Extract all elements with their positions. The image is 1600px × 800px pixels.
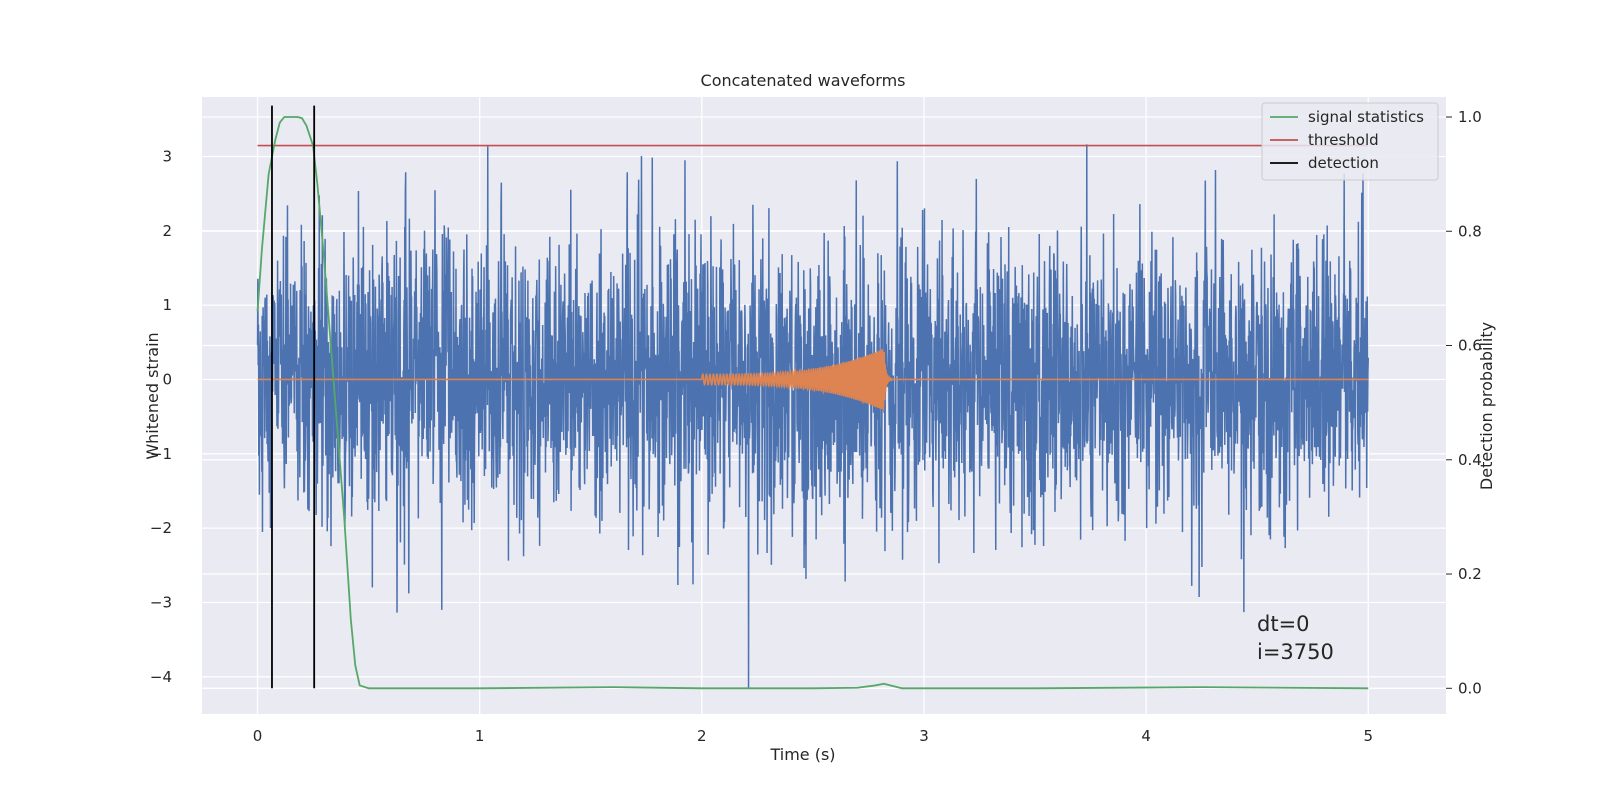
legend-box [1261,102,1439,181]
chart-title: Concatenated waveforms [701,71,906,90]
legend-label: detection [1308,154,1379,172]
x-tick-label: 1 [475,727,485,745]
y-tick-label: −1 [150,445,172,463]
y2-tick-label: 0.8 [1458,222,1482,240]
y2-tick-label: 0.0 [1458,679,1482,697]
y2-tick-label: 0.6 [1458,337,1482,355]
injected-signal-line [257,349,1369,411]
noise-strain-line [256,144,1369,688]
y2-tick-label: 1.0 [1458,108,1482,126]
y2-axis-label: Detection probability [1477,322,1496,490]
x-tick-label: 0 [253,727,263,745]
ticks: 0 1 2 3 4 5 −4 −3 −2 −1 0 1 2 3 0.0 0.2 0.4 0.6 0.8 1.0 [150,108,1482,745]
y2-tick-label: 0.2 [1458,565,1482,583]
legend: signal statistics threshold detection [1261,102,1439,181]
y-tick-label: 0 [162,370,172,388]
annotation-dt: dt=0 [1257,612,1310,636]
annotation-i: i=3750 [1257,640,1334,664]
y-axis-label: Whitened strain [143,332,162,459]
legend-label: threshold [1308,131,1379,149]
y-tick-label: 2 [162,222,172,240]
legend-label: signal statistics [1308,108,1424,126]
x-tick-label: 5 [1363,727,1373,745]
x-tick-label: 4 [1141,727,1151,745]
x-tick-label: 2 [697,727,707,745]
data-layer [256,105,1369,690]
y-tick-label: −2 [150,519,172,537]
y-tick-label: −3 [150,593,172,611]
signal-statistics-line [256,116,1369,690]
y2-tick-label: 0.4 [1458,451,1482,469]
y-tick-label: −4 [150,668,172,686]
x-tick-label: 3 [919,727,929,745]
y-tick-label: 3 [162,147,172,165]
y-tick-label: 1 [162,296,172,314]
x-axis-label: Time (s) [769,745,835,764]
